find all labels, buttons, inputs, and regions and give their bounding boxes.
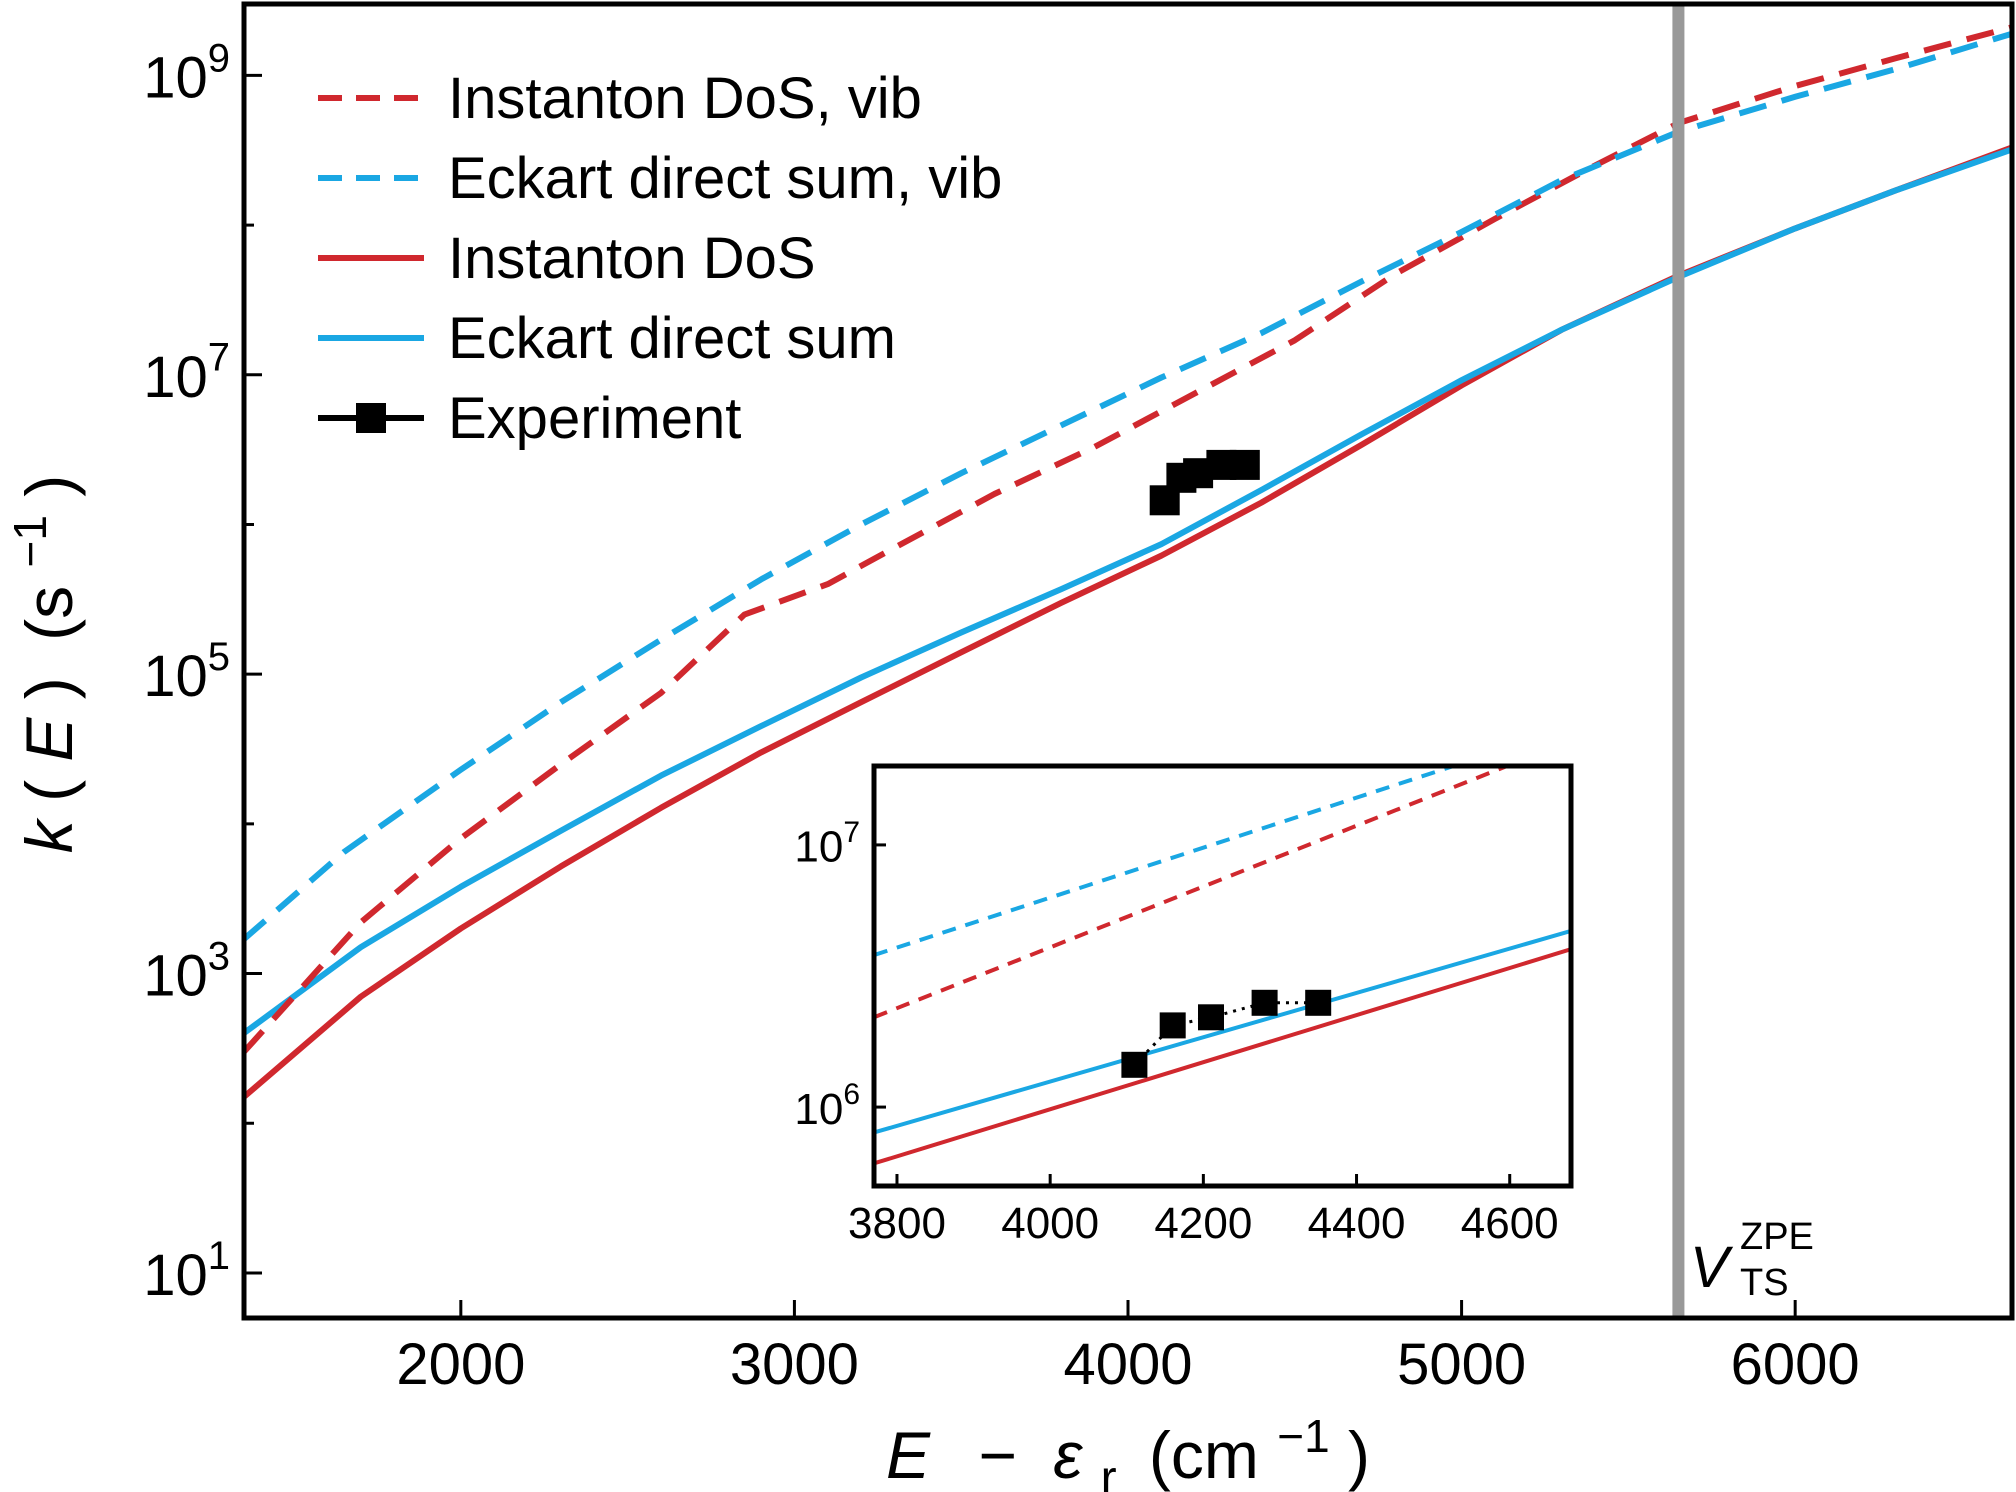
legend-marker-experiment <box>356 403 386 433</box>
inset-experiment-connector <box>1133 1001 1319 1066</box>
x-tick-label: 4200 <box>1154 1199 1252 1248</box>
ylabel-unit-close: ) <box>12 475 86 497</box>
xlabel-sub: r <box>1101 1452 1117 1492</box>
legend-label-eckart-direct-sum-vib: Eckart direct sum, vib <box>448 146 1002 211</box>
experiment-marker <box>1198 1004 1224 1031</box>
ylabel-close: ) <box>12 677 86 699</box>
x-tick-label: 4400 <box>1308 1199 1406 1248</box>
ylabel-open: ( <box>12 780 86 802</box>
main-eckart-direct-sum-vib-line <box>244 30 2012 942</box>
y-axis-label: k ( E ) (s −1 ) <box>0 475 86 853</box>
y-tick-label: 101 <box>143 1234 230 1308</box>
x-tick-label: 4600 <box>1461 1199 1559 1248</box>
xlabel-epsilon: ε <box>1053 1418 1083 1492</box>
experiment-marker <box>1305 989 1332 1016</box>
y-tick-label: 106 <box>794 1078 860 1134</box>
experiment-marker <box>1121 1051 1148 1078</box>
inset-plot-series <box>874 766 1571 1166</box>
legend-label-experiment: Experiment <box>448 386 741 451</box>
xlabel-e: E <box>886 1418 931 1492</box>
inset-background <box>874 766 1571 1186</box>
y-tick-label: 107 <box>794 816 860 872</box>
x-tick-label: 3000 <box>730 1332 859 1397</box>
inset-eckart-direct-sum-line <box>874 928 1571 1135</box>
ylabel-unit-open: (s <box>12 586 86 641</box>
x-tick-label: 6000 <box>1731 1332 1860 1397</box>
legend-label-instanton-dos: Instanton DoS <box>448 226 816 291</box>
xlabel-unit-exp: −1 <box>1277 1410 1329 1462</box>
main-axis-ticks: 2000 3000 4000 5000 6000 101 103 105 107 109 <box>143 36 1859 1397</box>
experiment-marker <box>1229 449 1260 480</box>
x-tick-label: 5000 <box>1397 1332 1526 1397</box>
x-tick-label: 4000 <box>1001 1199 1099 1248</box>
inset-instanton-dos-line <box>874 947 1571 1166</box>
y-tick-label: 109 <box>143 36 230 110</box>
inset-axis-ticks: 3800 4000 4200 4400 4600 106 107 <box>794 816 1558 1248</box>
xlabel-minus: − <box>978 1418 1017 1492</box>
ts-zpe-label: V ZPE TS <box>1690 1216 1814 1304</box>
x-tick-label: 2000 <box>396 1332 525 1397</box>
legend: Instanton DoS, vib Eckart direct sum, vib… <box>318 66 1002 451</box>
x-tick-label: 4000 <box>1063 1332 1192 1397</box>
y-tick-label: 107 <box>143 336 230 410</box>
ylabel-k: k <box>12 817 86 853</box>
experiment-marker <box>1159 1012 1186 1039</box>
ts-label-sup: ZPE <box>1740 1216 1814 1258</box>
experiment-marker <box>1251 989 1278 1016</box>
legend-label-eckart-direct-sum: Eckart direct sum <box>448 306 896 371</box>
ylabel-e: E <box>12 717 86 762</box>
x-axis-label: E − ε r (cm −1 ) <box>886 1392 1370 1492</box>
inset-frame <box>871 763 1574 1189</box>
y-tick-label: 105 <box>143 635 230 709</box>
ts-label-v: V <box>1690 1235 1734 1300</box>
legend-label-instanton-dos-vib: Instanton DoS, vib <box>448 66 922 131</box>
x-tick-label: 3800 <box>848 1199 946 1248</box>
inset-instanton-dos-vib-line <box>874 766 1513 1020</box>
main-eckart-direct-sum-line <box>244 146 2012 1036</box>
ts-label-sub: TS <box>1740 1262 1789 1304</box>
ylabel-unit-exp: −1 <box>4 515 56 567</box>
xlabel-unit-close: ) <box>1348 1418 1370 1492</box>
xlabel-unit-open: (cm <box>1149 1418 1259 1492</box>
y-tick-label: 103 <box>143 934 230 1008</box>
inset-eckart-direct-sum-vib-line <box>874 766 1461 958</box>
